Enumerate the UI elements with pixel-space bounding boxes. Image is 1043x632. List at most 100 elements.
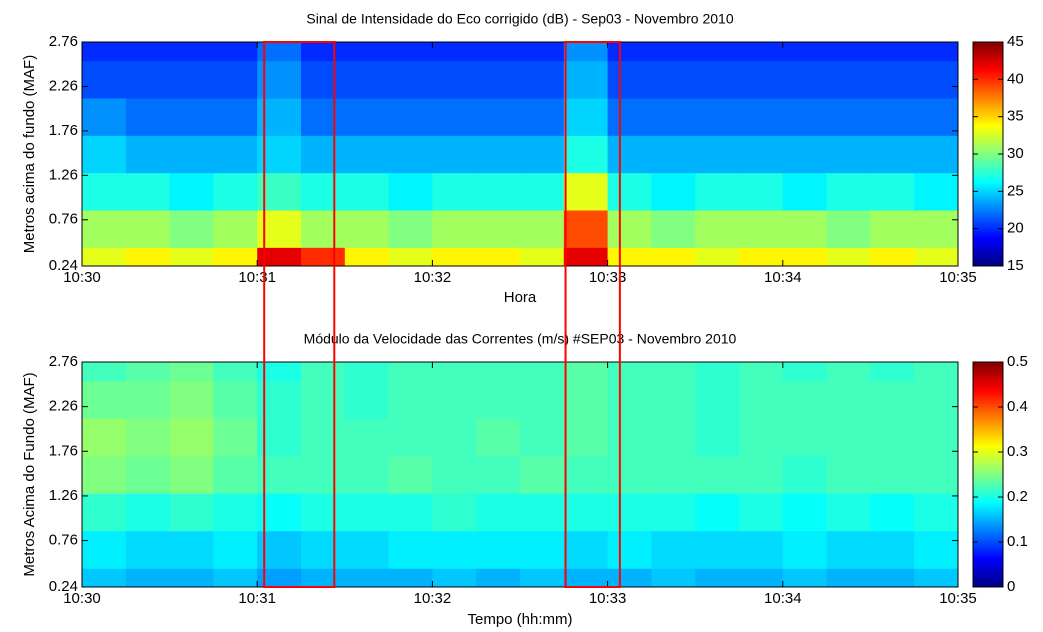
- x-tick-label: 10:33: [589, 590, 627, 607]
- heatmap-cell: [782, 380, 828, 419]
- heatmap-cell: [82, 98, 127, 136]
- heatmap-cell: [563, 60, 609, 99]
- heatmap-cell: [826, 60, 871, 99]
- heatmap-cell: [782, 210, 828, 248]
- heatmap-cell: [388, 455, 433, 494]
- heatmap-cell: [695, 210, 740, 248]
- heatmap-cell: [651, 418, 696, 457]
- colorbar-tick-label: 0.3: [1007, 443, 1028, 460]
- heatmap-cell: [213, 247, 258, 266]
- heatmap-cell: [695, 42, 740, 62]
- heatmap-cell: [432, 380, 477, 419]
- heatmap-cell: [301, 60, 346, 99]
- heatmap-cell: [125, 493, 171, 532]
- heatmap-cell: [169, 493, 214, 532]
- heatmap-cell: [476, 42, 521, 62]
- heatmap-cell: [563, 493, 609, 532]
- heatmap-cell: [432, 418, 477, 457]
- heatmap-cell: [651, 98, 696, 136]
- heatmap-cell: [826, 418, 871, 457]
- heatmap-cell: [344, 380, 390, 419]
- colorbar-tick-label: 0.4: [1007, 398, 1028, 415]
- heatmap-cell: [344, 530, 390, 569]
- heatmap-cell: [914, 380, 958, 419]
- heatmap-cell: [344, 247, 390, 266]
- x-axis-label: Hora: [504, 289, 537, 306]
- heatmap-cell: [125, 172, 171, 211]
- y-tick-label: 0.24: [49, 257, 78, 274]
- heatmap-cell: [695, 60, 740, 99]
- heatmap-cell: [125, 247, 171, 266]
- heatmap-cell: [739, 42, 784, 62]
- heatmap-cell: [826, 135, 871, 174]
- heatmap-cell: [125, 380, 171, 419]
- heatmap-cell: [476, 210, 521, 248]
- heatmap-cell: [169, 172, 214, 211]
- heatmap-cell: [826, 362, 871, 382]
- heatmap-cell: [213, 568, 258, 587]
- heatmap-cell: [520, 247, 565, 266]
- heatmap-cell: [520, 380, 565, 419]
- x-axis-label: Tempo (hh:mm): [467, 611, 572, 628]
- heatmap-cell: [520, 60, 565, 99]
- heatmap-cell: [169, 60, 214, 99]
- heatmap-cell: [563, 247, 609, 266]
- heatmap-cell: [914, 60, 958, 99]
- heatmap-cell: [739, 172, 784, 211]
- heatmap-cell: [301, 135, 346, 174]
- heatmap-cell: [344, 135, 390, 174]
- heatmap-cell: [476, 98, 521, 136]
- heatmap-cell: [213, 455, 258, 494]
- heatmap-cell: [607, 455, 652, 494]
- heatmap-cell: [870, 418, 915, 457]
- heatmap-cell: [914, 135, 958, 174]
- heatmap-cell: [914, 42, 958, 62]
- heatmap-cell: [782, 362, 828, 382]
- heatmap-cell: [870, 98, 915, 136]
- heatmap-cell: [782, 98, 828, 136]
- heatmap-cell: [82, 418, 127, 457]
- heatmap-cell: [520, 455, 565, 494]
- heatmap-cell: [344, 418, 390, 457]
- y-tick-label: 2.26: [49, 77, 78, 94]
- heatmap-cell: [826, 98, 871, 136]
- heatmap-cell: [695, 172, 740, 211]
- heatmap-cell: [563, 172, 609, 211]
- heatmap-cell: [432, 42, 477, 62]
- heatmap-cell: [388, 418, 433, 457]
- heatmap-cell: [695, 247, 740, 266]
- heatmap-cell: [213, 362, 258, 382]
- heatmap-cell: [82, 530, 127, 569]
- heatmap-cell: [914, 530, 958, 569]
- heatmap-cell: [257, 42, 302, 62]
- heatmap-cell: [520, 530, 565, 569]
- heatmap-cell: [432, 172, 477, 211]
- heatmap-cell: [739, 362, 784, 382]
- heatmap-cell: [169, 42, 214, 62]
- y-tick-label: 1.76: [49, 442, 78, 459]
- heatmap-cell: [607, 210, 652, 248]
- heatmap-cell: [520, 568, 565, 587]
- heatmap-cell: [213, 530, 258, 569]
- heatmap-cell: [213, 135, 258, 174]
- heatmap-cell: [388, 135, 433, 174]
- x-tick-label: 10:31: [238, 590, 276, 607]
- colorbar-tick-label: 40: [1007, 70, 1024, 87]
- colorbar: [972, 361, 1004, 588]
- heatmap-cell: [432, 210, 477, 248]
- x-tick-label: 10:34: [764, 269, 802, 286]
- heatmap-cell: [563, 135, 609, 174]
- heatmap-cell: [169, 530, 214, 569]
- heatmap-cell: [125, 418, 171, 457]
- y-tick-label: 2.26: [49, 398, 78, 415]
- heatmap-cell: [607, 60, 652, 99]
- heatmap-cell: [257, 247, 302, 266]
- colorbar-tick-label: 0: [1007, 578, 1015, 595]
- heatmap-cell: [651, 247, 696, 266]
- y-tick-label: 2.76: [49, 353, 78, 370]
- heatmap-cell: [301, 210, 346, 248]
- x-tick-label: 10:32: [414, 590, 452, 607]
- y-tick-label: 1.76: [49, 122, 78, 139]
- heatmap-cell: [301, 172, 346, 211]
- heatmap-cell: [476, 493, 521, 532]
